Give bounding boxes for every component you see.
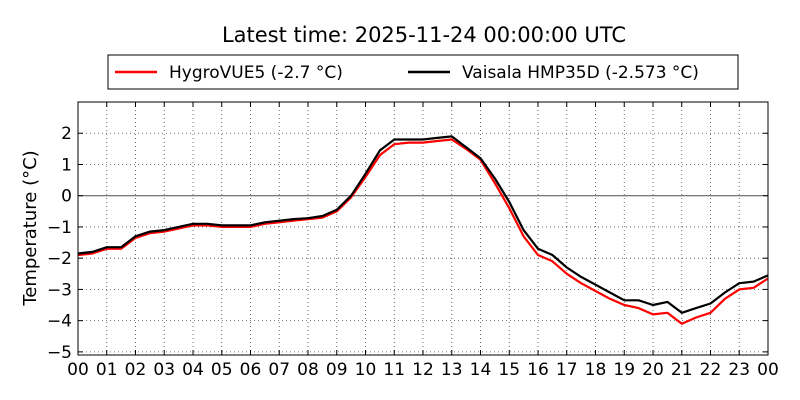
x-tick-label: 04	[182, 360, 204, 380]
x-tick-label: 08	[297, 360, 319, 380]
y-tick-label: −4	[47, 312, 72, 332]
y-tick-label: −2	[47, 249, 72, 269]
y-tick-label: 0	[61, 187, 72, 207]
y-axis-label: Temperature (°C)	[20, 150, 41, 306]
x-tick-label: 05	[211, 360, 233, 380]
x-tick-label: 09	[326, 360, 348, 380]
x-tick-label: 00	[757, 360, 779, 380]
x-tick-label: 06	[240, 360, 262, 380]
x-tick-label: 03	[153, 360, 175, 380]
x-tick-label: 11	[383, 360, 405, 380]
legend: HygroVUE5 (-2.7 °C) Vaisala HMP35D (-2.57…	[107, 54, 739, 90]
plot-area: 00 01 02 03 04 05 06 07 08 09 10 11 12 13 14 15 16 17 18 19…	[47, 101, 779, 380]
y-tick-label: −3	[47, 280, 72, 300]
y-tick-label: −1	[47, 218, 72, 238]
x-tick-label: 19	[613, 360, 635, 380]
x-tick-label: 02	[125, 360, 147, 380]
series-line-hygrovue5	[77, 138, 769, 325]
chart-title: Latest time: 2025-11-24 00:00:00 UTC	[222, 23, 626, 47]
x-tick-label: 16	[527, 360, 549, 380]
x-tick-label: 20	[642, 360, 664, 380]
x-tick-label: 15	[498, 360, 520, 380]
x-tick-label: 18	[585, 360, 607, 380]
x-tick-label: 00	[67, 360, 89, 380]
series-line-vaisala-hmp35d	[77, 135, 769, 314]
x-tick-label: 12	[412, 360, 434, 380]
legend-label-hygrovue5: HygroVUE5 (-2.7 °C)	[169, 63, 343, 83]
legend-label-vaisala-hmp35d: Vaisala HMP35D (-2.573 °C)	[462, 63, 699, 83]
x-tick-label: 22	[700, 360, 722, 380]
x-tick-label: 23	[728, 360, 750, 380]
x-tick-label: 14	[470, 360, 492, 380]
x-tick-label: 17	[556, 360, 578, 380]
y-tick-label: −5	[47, 343, 72, 363]
x-tick-label: 01	[96, 360, 118, 380]
x-tick-label: 07	[268, 360, 290, 380]
x-tick-label: 10	[355, 360, 377, 380]
y-tick-label: 1	[61, 155, 72, 175]
x-tick-label: 21	[671, 360, 693, 380]
x-tick-label: 13	[441, 360, 463, 380]
y-tick-label: 2	[61, 124, 72, 144]
